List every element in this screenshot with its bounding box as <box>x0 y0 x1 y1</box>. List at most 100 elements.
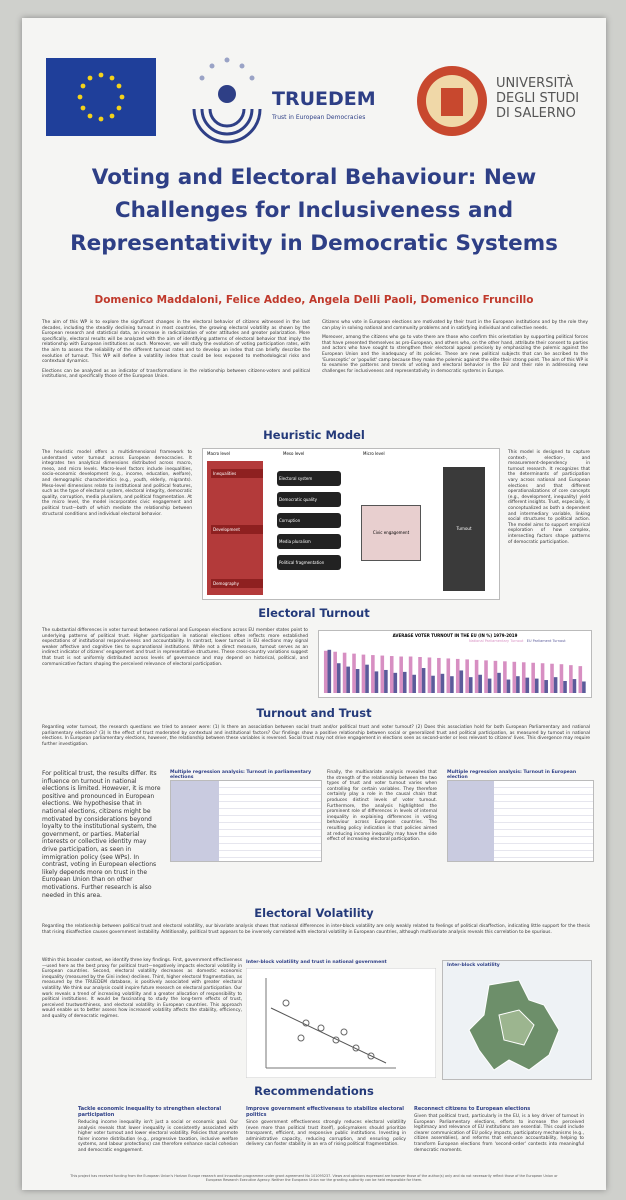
recommendation: Tackle economic inequality to strengthen… <box>78 1106 238 1158</box>
meso-column: Electoral system Democratic quality Corr… <box>277 465 341 576</box>
bar <box>380 655 385 693</box>
bar <box>503 661 507 693</box>
intro-left: The aim of this WP is to explore the sig… <box>42 320 310 384</box>
bar <box>582 681 586 693</box>
meso-box: Media pluralism <box>277 534 341 549</box>
bar <box>474 659 479 693</box>
outcome-box: Turnout <box>443 467 485 591</box>
table-title: Multiple regression analysis: Turnout in… <box>447 770 577 780</box>
bar <box>572 679 577 693</box>
bar <box>465 659 469 693</box>
bar <box>559 664 564 693</box>
paragraph: This model is designed to capture contex… <box>508 450 590 545</box>
paragraph: Since government effectiveness strongly … <box>246 1120 406 1148</box>
bar <box>327 649 332 693</box>
bar <box>506 679 511 693</box>
bar <box>550 663 554 693</box>
bar <box>333 651 337 693</box>
bar <box>553 677 558 693</box>
bar <box>487 678 492 693</box>
paragraph: Given that political trust, particularly… <box>414 1114 584 1153</box>
bar <box>450 676 454 693</box>
bar <box>408 656 413 693</box>
title-line: Voting and Electoral Behaviour: New <box>91 165 537 190</box>
paragraph: The heuristic model offers a multidimens… <box>42 450 192 517</box>
bar <box>563 681 567 693</box>
bar <box>459 670 464 693</box>
bar <box>399 656 403 693</box>
bar <box>393 672 398 693</box>
legend-entry: National Parliamentary Turnout <box>469 639 524 643</box>
bar <box>384 669 388 693</box>
section-heading: Recommendations <box>254 1084 374 1098</box>
meso-box: Political fragmentation <box>277 555 341 570</box>
bar <box>578 666 583 693</box>
paragraph: For political trust, the results differ.… <box>42 770 161 899</box>
title: Voting and Electoral Behaviour: New Chal… <box>22 161 606 260</box>
bar <box>493 660 498 693</box>
university-line: UNIVERSITÀ <box>496 76 574 91</box>
bar <box>421 668 426 693</box>
bar <box>521 662 526 693</box>
bar <box>427 657 432 693</box>
poster: TRUEDEM Trust in European Democracies UN… <box>22 18 606 1190</box>
truedem-name: TRUEDEM <box>272 88 376 110</box>
level-label: Micro level <box>363 451 385 456</box>
paragraph: Citizens who vote in European elections … <box>322 320 588 331</box>
paragraph: Regarding the relationship between polit… <box>42 924 590 935</box>
bar <box>365 664 369 693</box>
bar <box>336 663 341 693</box>
bar <box>525 677 530 693</box>
macro-box: Development <box>211 525 263 534</box>
bar <box>531 662 535 693</box>
title-line: Challenges for Inclusiveness and <box>114 198 514 223</box>
recommendation-title: Tackle economic inequality to strengthen… <box>78 1106 222 1118</box>
scatter-figure <box>246 968 436 1078</box>
paragraph: Moreover, among the citizens who go to v… <box>322 335 588 374</box>
bar <box>412 674 416 693</box>
truedem-tagline: Trust in European Democracies <box>272 114 366 121</box>
paragraph: Regarding voter turnout, the research qu… <box>42 725 590 747</box>
paragraph: The substantial differences in voter tur… <box>42 628 308 667</box>
bar <box>534 678 539 693</box>
chart-title: Inter-block volatility and trust in nati… <box>246 960 387 965</box>
paragraph: Within this broader context, we identify… <box>42 958 242 1019</box>
map-figure: Inter-block volatility <box>442 960 592 1080</box>
bar <box>352 653 356 693</box>
paragraph: Elections can be analyzed as an indicato… <box>42 368 310 380</box>
truedem-logo <box>192 57 262 144</box>
turnout-chart: AVERAGE VOTER TURNOUT IN THE EU (IN %) 1… <box>318 630 592 698</box>
table-title: Multiple regression analysis: Turnout in… <box>170 770 312 780</box>
university-line: DI SALERNO <box>496 106 576 121</box>
bar <box>478 674 482 693</box>
intro-right: Citizens who vote in European elections … <box>322 320 588 378</box>
bar <box>361 654 366 693</box>
bar <box>431 675 435 693</box>
bar-area <box>323 649 586 693</box>
table-stub <box>448 781 494 861</box>
title-line: Representativity in Democratic Systems <box>70 231 558 256</box>
bar <box>440 673 445 693</box>
bar <box>544 680 548 693</box>
bar <box>516 676 520 693</box>
bar <box>371 655 375 693</box>
bar <box>402 671 407 693</box>
bar <box>455 658 460 693</box>
macro-box: Demography <box>211 579 263 588</box>
bar <box>389 656 394 693</box>
table-stub <box>171 781 219 861</box>
authors: Domenico Maddaloni, Felice Addeo, Angela… <box>94 294 534 306</box>
map-title: Inter-block volatility <box>447 963 500 968</box>
legend-entry: EU Parliament Turnout <box>526 639 566 643</box>
bar <box>418 657 422 693</box>
section-heading: Heuristic Model <box>263 428 365 442</box>
section-heading: Turnout and Trust <box>256 706 372 720</box>
macro-box: Inequalities <box>211 469 263 478</box>
section-heading: Electoral Turnout <box>258 606 370 620</box>
recommendation-title: Reconnect citizens to European elections <box>414 1106 531 1112</box>
bar <box>437 657 441 693</box>
bar <box>540 663 545 693</box>
meso-box: Corruption <box>277 513 341 528</box>
heuristic-diagram: Macro level Meso level Micro level Inequ… <box>202 448 500 600</box>
